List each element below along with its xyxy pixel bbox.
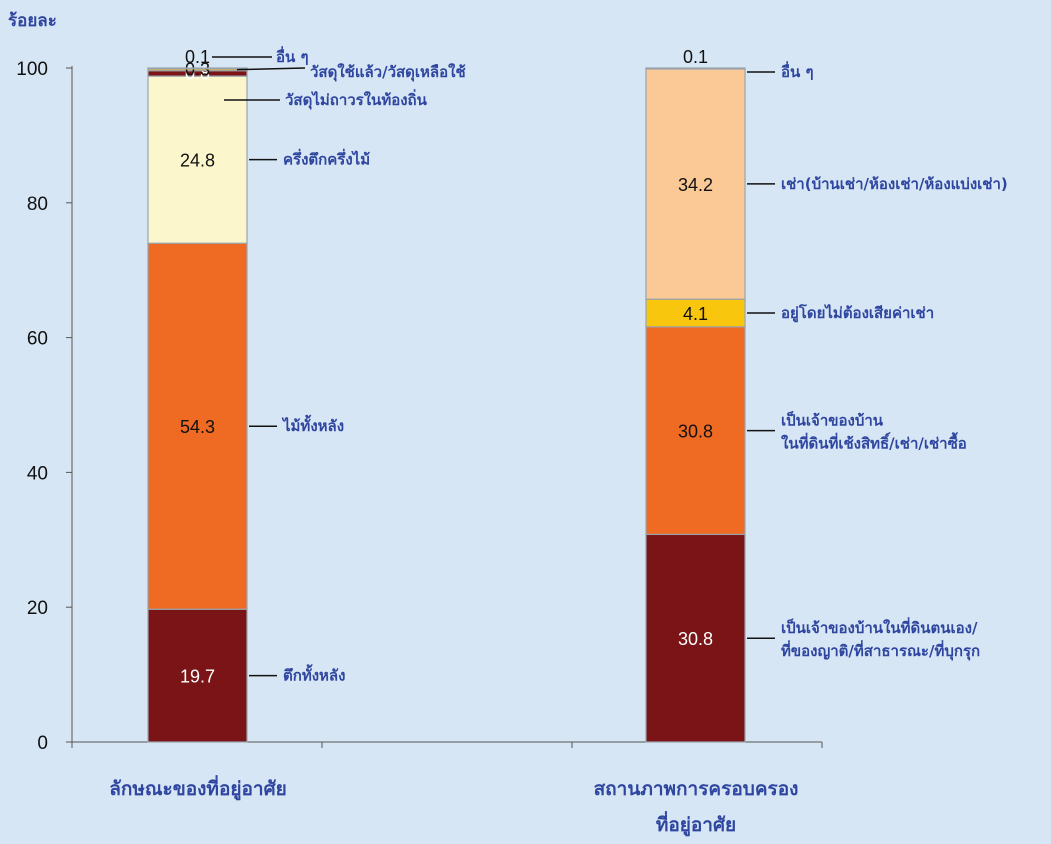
segment-annotation: ไม้ทั้งหลัง (281, 414, 344, 435)
segment-annotation: เป็นเจ้าของบ้านในที่ดินตนเอง/ที่ของญาติ/… (781, 617, 980, 661)
segment-value-label: 30.8 (678, 422, 713, 442)
segment-value-label: 24.8 (180, 151, 215, 171)
segment-annotation: วัสดุใช้แล้ว/วัสดุเหลือใช้ (310, 63, 466, 82)
segment-value-label: 34.2 (678, 175, 713, 195)
y-tick-label: 0 (37, 733, 48, 754)
segment-annotation: วัสดุไม่ถาวรในท้องถิ่น (285, 89, 428, 110)
annotations: ตึกทั้งหลัง ไม้ทั้งหลัง ครึ่งตึกครึ่งไม้ วั… (212, 46, 1008, 685)
y-tick-label: 80 (27, 194, 48, 215)
segment-value-label: 0.1 (185, 47, 210, 67)
y-tick-label: 100 (16, 59, 48, 80)
segment-annotation: เป็นเจ้าของบ้านในที่ดินที่เช้งสิทธิ์/เช่… (781, 411, 967, 453)
y-axis-unit-label: ร้อยละ (8, 11, 57, 31)
y-tick-label: 20 (27, 598, 48, 619)
bar-segment (645, 68, 746, 300)
segment-annotation: ครึ่งตึกครึ่งไม้ (283, 149, 370, 169)
segment-value-label: 4.1 (683, 304, 708, 324)
segment-annotation: อื่น ๆ (781, 61, 814, 81)
segment-value-label: 0.3 (185, 60, 210, 80)
segment-annotation: ตึกทั้งหลัง (283, 664, 345, 685)
bar-segment (645, 67, 746, 70)
segment-value-label: 19.7 (180, 667, 215, 687)
category-labels: ลักษณะของที่อยู่อาศัย สถานภาพการครอบครองท… (109, 775, 798, 837)
segment-annotation: อื่น ๆ (276, 46, 309, 66)
y-tick-label: 40 (27, 463, 48, 484)
category-label: ลักษณะของที่อยู่อาศัย (109, 775, 287, 801)
bar-segment (147, 75, 248, 244)
bars: 19.754.324.80.80.30.130.830.84.134.20.1 (147, 47, 746, 743)
segment-value-label: 0.1 (683, 47, 708, 67)
segment-value-label: 30.8 (678, 629, 713, 649)
category-label: สถานภาพการครอบครองที่อยู่อาศัย (594, 778, 799, 837)
bar-segment (147, 67, 248, 70)
segment-annotation: เช่า(บ้านเช่า/ห้องเช่า/ห้องแบ่งเช่า) (781, 175, 1008, 193)
bar-segment (645, 326, 746, 536)
bar-segment (645, 533, 746, 743)
segment-value-label: 54.3 (180, 417, 215, 437)
segment-annotation: อยู่โดยไม่ต้องเสียค่าเช่า (781, 303, 934, 323)
y-tick-label: 60 (27, 329, 48, 350)
leader-line (236, 67, 306, 71)
bar-segment (645, 298, 746, 328)
